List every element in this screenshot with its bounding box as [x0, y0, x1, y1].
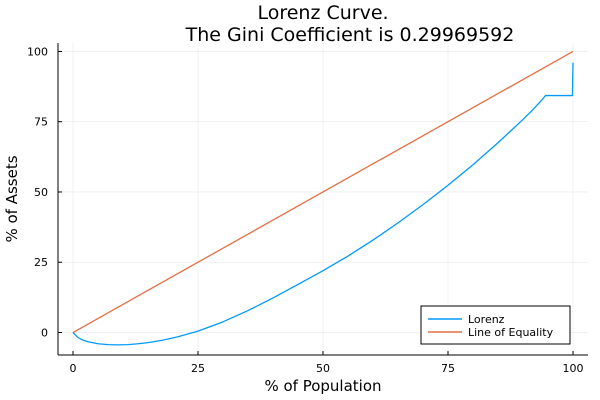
x-axis-label: % of Population: [264, 377, 381, 395]
y-tick-label: 50: [34, 186, 48, 199]
chart-title-line-1: Lorenz Curve.: [257, 2, 388, 24]
y-tick-label: 100: [27, 45, 48, 58]
x-tick-label: 75: [441, 362, 455, 375]
y-axis-label: % of Assets: [3, 155, 21, 242]
y-tick-label: 25: [34, 256, 48, 269]
y-tick-label: 0: [41, 327, 48, 340]
grid-lines: [58, 43, 588, 355]
equality-series-line: [72, 50, 574, 334]
lorenz-series-line: [72, 62, 574, 346]
tick-labels: 0 25 50 75 100 0 25 50 75 100: [27, 45, 584, 375]
y-tick-label: 75: [34, 116, 48, 129]
series: [72, 50, 574, 346]
chart-title-line-2: The Gini Coefficient is 0.29969592: [185, 24, 515, 46]
legend: Lorenz Line of Equality: [420, 305, 571, 345]
legend-label-equality: Line of Equality: [468, 326, 554, 339]
x-tick-label: 0: [70, 362, 77, 375]
x-tick-label: 25: [191, 362, 205, 375]
legend-box: [420, 305, 571, 345]
legend-label-lorenz: Lorenz: [468, 313, 505, 326]
x-tick-label: 50: [316, 362, 330, 375]
x-tick-label: 100: [563, 362, 584, 375]
